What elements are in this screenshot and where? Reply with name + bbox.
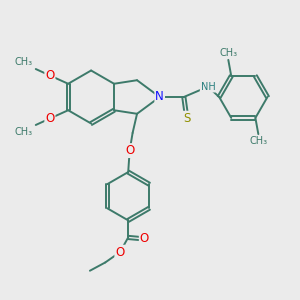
Text: CH₃: CH₃ [219, 47, 237, 58]
Text: CH₃: CH₃ [249, 136, 267, 146]
Text: O: O [45, 69, 55, 82]
Text: CH₃: CH₃ [15, 57, 33, 67]
Text: O: O [140, 232, 149, 245]
Text: N: N [155, 91, 164, 103]
Text: S: S [183, 112, 190, 125]
Text: O: O [115, 246, 124, 259]
Text: CH₃: CH₃ [15, 127, 33, 137]
Text: NH: NH [201, 82, 215, 92]
Text: O: O [45, 112, 55, 125]
Text: O: O [125, 144, 134, 157]
